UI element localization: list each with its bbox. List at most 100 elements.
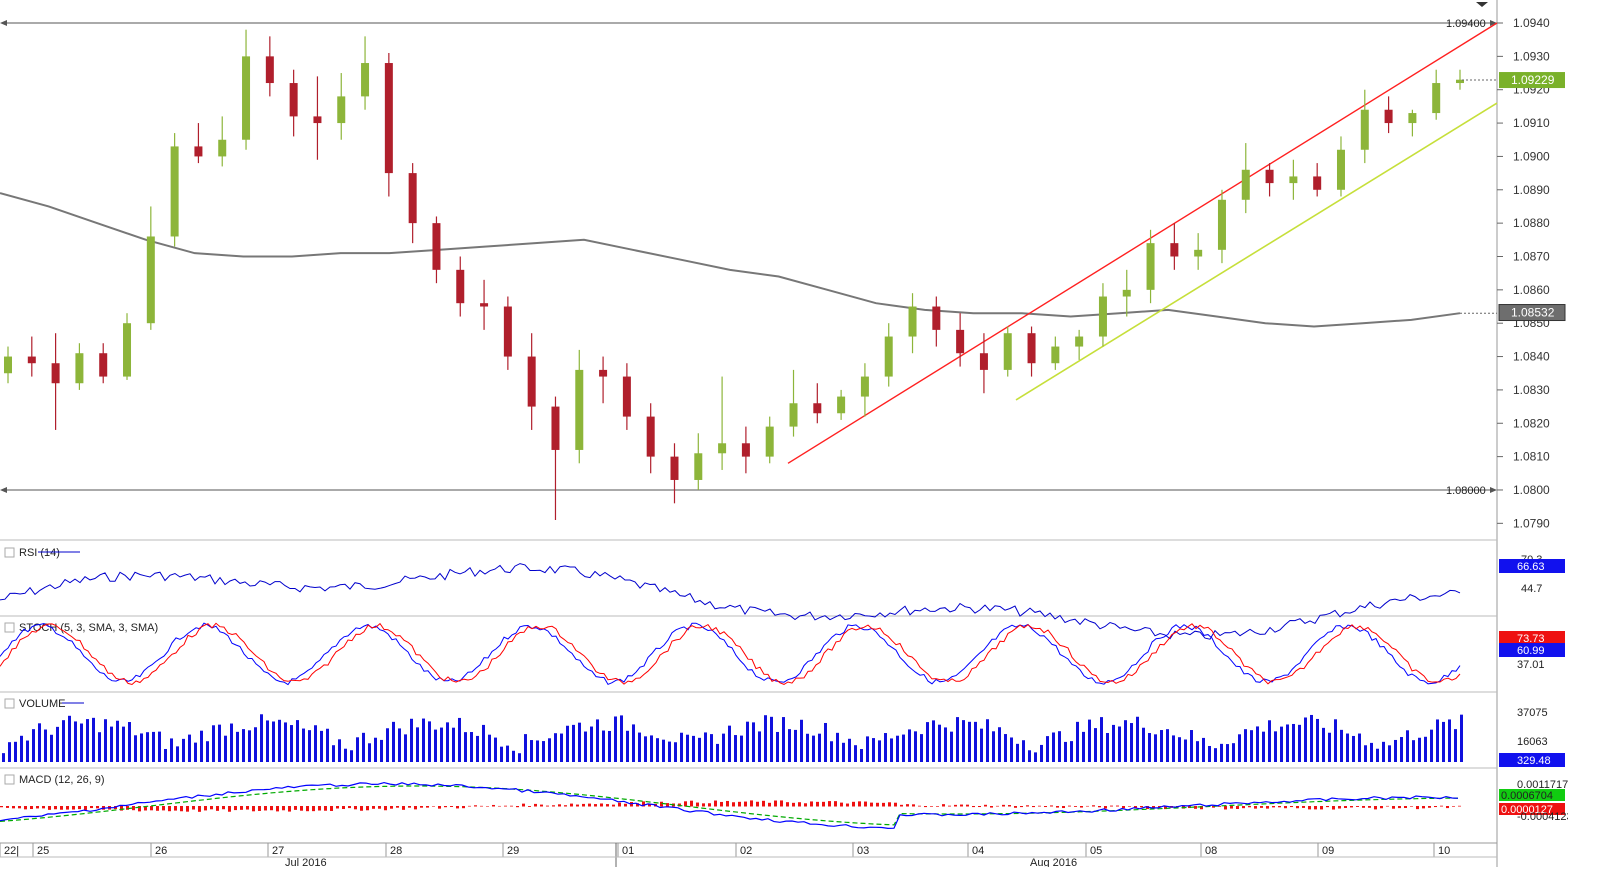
macd-hist-bar — [1008, 805, 1011, 807]
macd-hist-bar — [1428, 806, 1431, 808]
macd-hist-bar — [1116, 805, 1119, 807]
macd-hist-bar — [318, 806, 321, 811]
volume-bar — [1406, 730, 1409, 762]
horizontal-levels: 1.09400 1.08000 — [0, 18, 1497, 497]
volume-bar — [194, 742, 197, 762]
volume-bar — [884, 733, 887, 762]
scroll-marker-icon[interactable] — [1476, 2, 1488, 7]
macd-hist-bar — [984, 804, 987, 807]
macd-hist-bar — [156, 806, 159, 811]
macd-hist-bar — [66, 806, 69, 810]
candle-body — [289, 83, 298, 117]
volume-bar — [872, 738, 875, 762]
candle-body — [4, 356, 12, 374]
volume-bar — [1370, 742, 1373, 762]
volume-bar — [650, 735, 653, 762]
pane-close-icon — [4, 774, 15, 785]
day-label: 29 — [507, 845, 519, 857]
volume-bar — [140, 733, 143, 762]
level-arrow-right-icon — [1490, 486, 1497, 493]
volume-bar — [410, 718, 413, 762]
macd-hist-bar — [552, 805, 555, 807]
volume-bar — [1004, 734, 1007, 762]
volume-bar — [176, 746, 179, 762]
macd-hist-bar — [1398, 806, 1401, 809]
volume-bar — [1118, 726, 1121, 762]
macd-hist-bar — [582, 803, 585, 807]
volume-bar — [1286, 724, 1289, 762]
volume-bar — [914, 731, 917, 762]
volume-bar — [560, 733, 563, 762]
macd-hist-bar — [840, 802, 843, 807]
macd-hist-bar — [966, 804, 969, 807]
volume-bar — [1364, 745, 1367, 762]
price-tick-label: 1.0790 — [1513, 516, 1550, 530]
horizontal-level-label: 1.08000 — [1446, 485, 1486, 497]
volume-bar — [662, 739, 665, 762]
macd-hist-bar — [450, 806, 453, 807]
macd-hist-bar — [1056, 806, 1059, 808]
volume-bar — [1094, 728, 1097, 762]
volume-bar — [272, 721, 275, 762]
volume-bar — [1148, 733, 1151, 762]
macd-hist-bar — [426, 806, 429, 808]
macd-hist-bar — [792, 802, 795, 807]
volume-bar — [1256, 726, 1259, 762]
rsi-value-badge — [1499, 559, 1565, 573]
candle-body — [337, 96, 346, 124]
volume-bar — [1010, 737, 1013, 762]
macd-hist-bar — [246, 806, 249, 810]
volume-bar — [332, 745, 335, 762]
macd-hist-bar — [360, 806, 363, 811]
macd-hist-bar — [726, 800, 729, 807]
macd-hist-bar — [930, 806, 933, 807]
candle-body — [1289, 176, 1298, 184]
volume-bar — [620, 715, 623, 762]
volume-bar — [86, 719, 89, 762]
candle-body — [361, 63, 370, 97]
candle-body — [99, 353, 108, 377]
macd-hist-bar — [1362, 806, 1365, 808]
macd-hist-bar — [72, 806, 75, 810]
volume-bar — [1448, 719, 1451, 762]
volume-bar — [632, 724, 635, 762]
macd-hist-bar — [1062, 806, 1065, 809]
pane-close-icon — [4, 547, 15, 558]
macd-scale-label: 0.0011717 — [1517, 779, 1568, 791]
macd-hist-bar — [954, 804, 957, 807]
volume-bar — [146, 732, 149, 762]
macd-hist-bar — [1068, 805, 1071, 807]
macd-hist-bar — [798, 802, 801, 807]
candle-body — [170, 146, 179, 237]
volume-bar — [770, 716, 773, 762]
volume-bar — [374, 737, 377, 762]
macd-hist-bar — [18, 806, 21, 809]
volume-bar — [164, 748, 167, 762]
candle-body — [1336, 149, 1345, 190]
volume-bar — [1028, 750, 1031, 762]
volume-bar — [566, 725, 569, 762]
macd-hist-bar — [1038, 805, 1041, 807]
volume-bar — [542, 741, 545, 762]
macd-hist-bar — [240, 806, 243, 810]
macd-hist-bar — [690, 800, 693, 807]
macd-hist-bar — [516, 806, 519, 808]
candle-body — [884, 336, 893, 377]
volume-bar — [536, 740, 539, 762]
trend-channel[interactable] — [787, 22, 1498, 464]
macd-hist-bar — [768, 802, 771, 807]
volume-bar — [392, 721, 395, 762]
macd-hist-bar — [756, 801, 759, 807]
volume-bar — [1172, 735, 1175, 762]
volume-bar — [1232, 743, 1235, 762]
volume-bar — [548, 738, 551, 762]
rsi-pane: RSI (14)70.344.766.63 — [0, 547, 1565, 640]
macd-hist-bar — [6, 806, 9, 808]
volume-bar — [56, 726, 59, 762]
macd-hist-bar — [864, 801, 867, 807]
macd-hist-bar — [852, 801, 855, 807]
red-channel-line — [787, 22, 1498, 464]
macd-hist-bar — [720, 801, 723, 807]
macd-hist-bar — [42, 806, 45, 809]
